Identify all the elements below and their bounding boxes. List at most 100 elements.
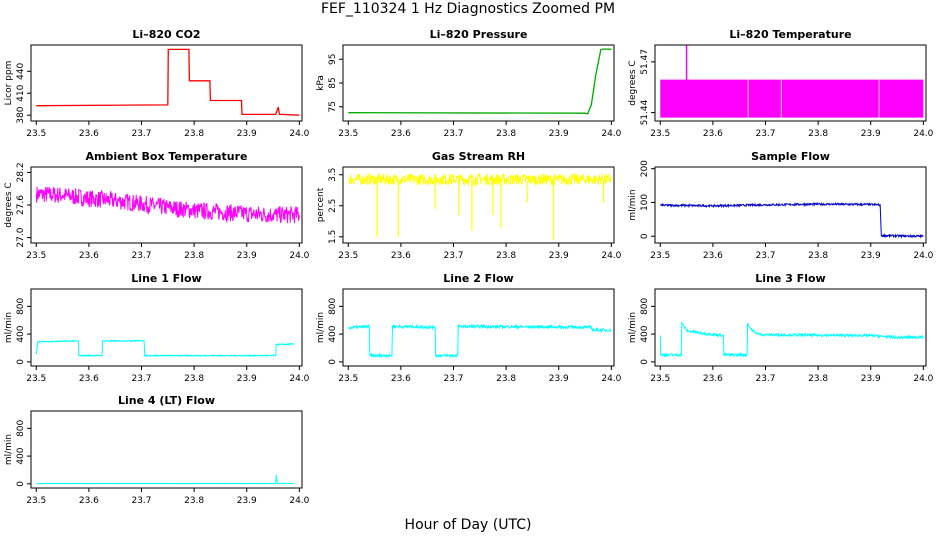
x-tick-label: 23.6 bbox=[79, 496, 99, 506]
panel-9: Line 3 Flow ml/min 23.5 23.6 23.7 23.8 23.9 24.… bbox=[628, 272, 934, 384]
series-line bbox=[35, 186, 300, 224]
x-tick-label: 23.9 bbox=[861, 374, 881, 384]
plot-frame bbox=[30, 44, 303, 122]
series-line bbox=[36, 474, 295, 485]
y-axis-label: Licor ppm bbox=[4, 61, 14, 106]
panel-title: Li–820 Pressure bbox=[430, 28, 528, 41]
x-tick-label: 23.5 bbox=[650, 374, 670, 384]
y-tick-label: 440 bbox=[16, 62, 26, 79]
x-tick-label: 23.5 bbox=[650, 251, 670, 261]
y-tick-label: 51.44 bbox=[640, 99, 650, 125]
x-tick-label: 23.9 bbox=[237, 496, 257, 506]
x-tick-label: 23.6 bbox=[703, 129, 723, 139]
x-tick-label: 24.0 bbox=[601, 129, 621, 139]
y-tick-label: 100 bbox=[640, 194, 650, 211]
x-tick-label: 23.8 bbox=[184, 496, 204, 506]
y-tick-label: 51.47 bbox=[640, 49, 650, 75]
x-tick-label: 24.0 bbox=[913, 129, 933, 139]
panel-title: Line 3 Flow bbox=[755, 272, 825, 285]
series-line bbox=[659, 321, 924, 358]
x-tick-label: 24.0 bbox=[601, 251, 621, 261]
panel-6: Sample Flow ml/min 23.5 23.6 23.7 23.8 23.9 24.… bbox=[628, 150, 934, 261]
panel-1: Li–820 CO2 Licor ppm 23.5 23.6 23.7 23.8 23.9 2… bbox=[4, 28, 310, 139]
data-layer bbox=[348, 323, 612, 359]
panel-8: Line 2 Flow ml/min 23.5 23.6 23.7 23.8 23.9 24.… bbox=[316, 272, 622, 384]
panel-title: Li–820 CO2 bbox=[132, 28, 200, 41]
temperature-band bbox=[660, 79, 924, 118]
y-axis-label: degrees C bbox=[4, 182, 14, 227]
y-axis-label: ml/min bbox=[4, 312, 14, 343]
y-tick-label: 400 bbox=[16, 447, 26, 464]
y-axis-label: kPa bbox=[316, 75, 326, 91]
x-tick-label: 23.9 bbox=[861, 129, 881, 139]
panel-4: Ambient Box Temperature degrees C 23.5 23.6… bbox=[4, 150, 310, 261]
x-tick-label: 23.7 bbox=[131, 129, 151, 139]
x-tick-label: 23.9 bbox=[861, 251, 881, 261]
x-tick-label: 23.8 bbox=[808, 251, 828, 261]
data-layer bbox=[35, 339, 295, 358]
y-tick-label: 0 bbox=[640, 359, 650, 365]
data-layer bbox=[348, 48, 612, 115]
x-tick-label: 23.6 bbox=[703, 374, 723, 384]
y-tick-label: 28.2 bbox=[16, 162, 26, 182]
x-tick-label: 23.6 bbox=[703, 251, 723, 261]
y-tick-label: 800 bbox=[16, 297, 26, 314]
y-tick-label: 0 bbox=[16, 481, 26, 487]
x-tick-label: 23.7 bbox=[131, 374, 151, 384]
panel-title: Line 4 (LT) Flow bbox=[118, 394, 215, 407]
data-layer bbox=[36, 474, 295, 485]
x-tick-label: 23.7 bbox=[443, 251, 463, 261]
x-tick-label: 23.6 bbox=[79, 374, 99, 384]
y-tick-label: 27.6 bbox=[16, 195, 26, 215]
x-tick-label: 23.7 bbox=[131, 496, 151, 506]
y-tick-label: 800 bbox=[640, 297, 650, 314]
panel-7: Line 1 Flow ml/min 23.5 23.6 23.7 23.8 23.9 24.… bbox=[4, 272, 310, 384]
x-tick-label: 23.6 bbox=[79, 251, 99, 261]
panel-title: Sample Flow bbox=[751, 150, 830, 163]
data-layer bbox=[659, 321, 924, 358]
x-tick-label: 23.8 bbox=[496, 251, 516, 261]
x-tick-label: 23.8 bbox=[496, 374, 516, 384]
data-layer bbox=[659, 201, 924, 239]
x-tick-label: 23.6 bbox=[391, 129, 411, 139]
series-line bbox=[348, 323, 612, 359]
x-tick-label: 23.8 bbox=[808, 129, 828, 139]
x-tick-label: 23.8 bbox=[184, 129, 204, 139]
x-tick-label: 23.9 bbox=[549, 129, 569, 139]
x-tick-label: 23.9 bbox=[549, 374, 569, 384]
panel-title: Line 1 Flow bbox=[131, 272, 201, 285]
x-tick-label: 23.5 bbox=[338, 251, 358, 261]
y-tick-label: 0 bbox=[16, 359, 26, 365]
data-layer bbox=[35, 186, 300, 224]
x-tick-label: 23.5 bbox=[26, 251, 46, 261]
data-layer bbox=[347, 172, 612, 240]
y-axis-label: ml/min bbox=[628, 312, 638, 343]
x-tick-label: 23.9 bbox=[237, 129, 257, 139]
panel-2: Li–820 Pressure kPa 23.5 23.6 23.7 23.8 23.9 24… bbox=[316, 28, 622, 139]
y-tick-label: 400 bbox=[328, 325, 338, 342]
y-tick-label: 380 bbox=[16, 106, 26, 123]
y-tick-label: 75 bbox=[328, 101, 338, 112]
plot-frame bbox=[30, 288, 303, 367]
x-tick-label: 23.9 bbox=[237, 251, 257, 261]
series-line bbox=[659, 201, 924, 239]
data-layer bbox=[36, 48, 300, 116]
y-tick-label: 410 bbox=[16, 84, 26, 101]
x-tick-label: 23.7 bbox=[131, 251, 151, 261]
x-tick-label: 24.0 bbox=[289, 129, 309, 139]
plot-frame bbox=[342, 44, 615, 122]
x-tick-label: 23.8 bbox=[808, 374, 828, 384]
y-tick-label: 1.5 bbox=[328, 230, 338, 244]
x-tick-label: 24.0 bbox=[913, 374, 933, 384]
x-tick-label: 23.5 bbox=[338, 129, 358, 139]
series-line bbox=[36, 48, 300, 116]
plot-frame bbox=[342, 288, 615, 367]
x-tick-label: 23.7 bbox=[755, 374, 775, 384]
x-tick-label: 23.5 bbox=[26, 374, 46, 384]
x-tick-label: 23.5 bbox=[26, 496, 46, 506]
figure-title: FEF_110324 1 Hz Diagnostics Zoomed PM bbox=[320, 1, 616, 17]
x-tick-label: 23.6 bbox=[79, 129, 99, 139]
y-tick-label: 27.0 bbox=[16, 227, 26, 247]
x-tick-label: 23.6 bbox=[391, 251, 411, 261]
